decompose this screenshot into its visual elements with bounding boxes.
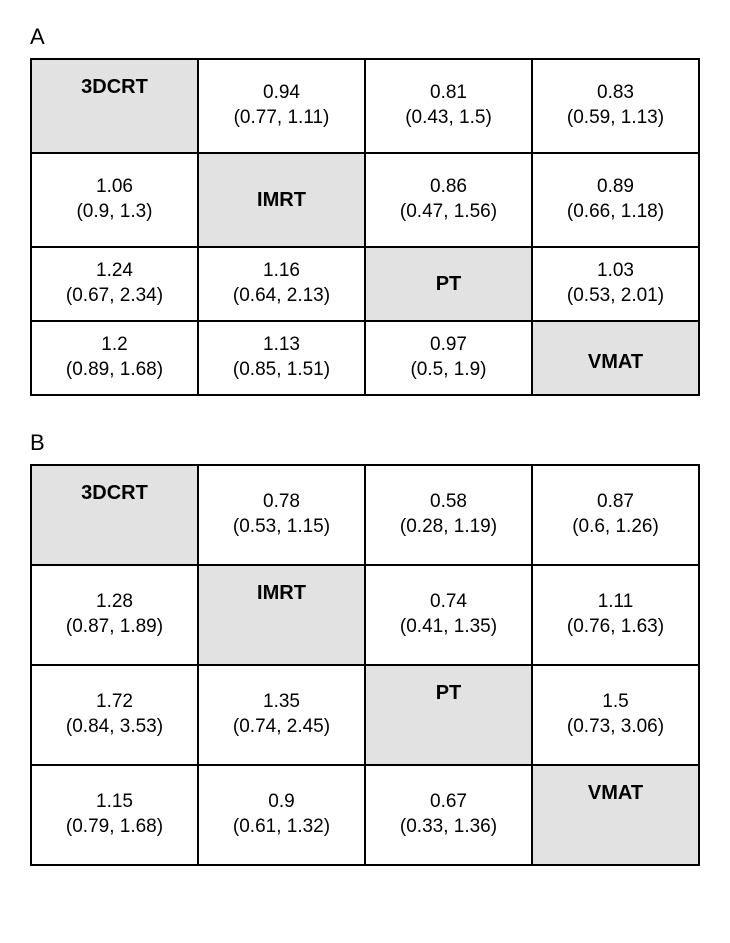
- value-cell: 0.94 (0.77, 1.11): [198, 59, 365, 153]
- value-cell: 0.74 (0.41, 1.35): [365, 565, 532, 665]
- confidence-interval: (0.6, 1.26): [537, 515, 694, 540]
- table-row: 1.15 (0.79, 1.68) 0.9 (0.61, 1.32) 0.67 …: [31, 765, 699, 865]
- estimate: 1.11: [537, 590, 694, 615]
- estimate: 0.86: [370, 175, 527, 200]
- confidence-interval: (0.74, 2.45): [203, 715, 360, 740]
- confidence-interval: (0.84, 3.53): [36, 715, 193, 740]
- panel-spacer: [30, 396, 700, 426]
- value-cell: 1.03 (0.53, 2.01): [532, 247, 699, 321]
- confidence-interval: (0.41, 1.35): [370, 615, 527, 640]
- confidence-interval: (0.64, 2.13): [203, 284, 360, 309]
- table-row: 1.06 (0.9, 1.3) IMRT 0.86 (0.47, 1.56) 0…: [31, 153, 699, 247]
- confidence-interval: (0.5, 1.9): [370, 358, 527, 383]
- estimate: 0.89: [537, 175, 694, 200]
- diagonal-cell-pt: PT: [365, 665, 532, 765]
- value-cell: 1.24 (0.67, 2.34): [31, 247, 198, 321]
- confidence-interval: (0.47, 1.56): [370, 200, 527, 225]
- estimate: 0.87: [537, 490, 694, 515]
- value-cell: 1.15 (0.79, 1.68): [31, 765, 198, 865]
- estimate: 1.06: [36, 175, 193, 200]
- estimate: 0.81: [370, 81, 527, 106]
- confidence-interval: (0.33, 1.36): [370, 815, 527, 840]
- value-cell: 1.2 (0.89, 1.68): [31, 321, 198, 395]
- value-cell: 0.78 (0.53, 1.15): [198, 465, 365, 565]
- panel-a-label: A: [30, 24, 700, 50]
- estimate: 1.13: [203, 333, 360, 358]
- diagonal-cell-imrt: IMRT: [198, 153, 365, 247]
- confidence-interval: (0.53, 2.01): [537, 284, 694, 309]
- value-cell: 0.87 (0.6, 1.26): [532, 465, 699, 565]
- estimate: 1.03: [537, 259, 694, 284]
- confidence-interval: (0.61, 1.32): [203, 815, 360, 840]
- confidence-interval: (0.77, 1.11): [203, 106, 360, 131]
- confidence-interval: (0.67, 2.34): [36, 284, 193, 309]
- confidence-interval: (0.59, 1.13): [537, 106, 694, 131]
- estimate: 1.72: [36, 690, 193, 715]
- confidence-interval: (0.9, 1.3): [36, 200, 193, 225]
- value-cell: 1.06 (0.9, 1.3): [31, 153, 198, 247]
- estimate: 0.9: [203, 790, 360, 815]
- table-row: 1.24 (0.67, 2.34) 1.16 (0.64, 2.13) PT 1…: [31, 247, 699, 321]
- value-cell: 1.28 (0.87, 1.89): [31, 565, 198, 665]
- estimate: 0.74: [370, 590, 527, 615]
- value-cell: 1.16 (0.64, 2.13): [198, 247, 365, 321]
- value-cell: 0.9 (0.61, 1.32): [198, 765, 365, 865]
- diagonal-cell-vmat: VMAT: [532, 321, 699, 395]
- value-cell: 1.72 (0.84, 3.53): [31, 665, 198, 765]
- value-cell: 0.86 (0.47, 1.56): [365, 153, 532, 247]
- value-cell: 1.5 (0.73, 3.06): [532, 665, 699, 765]
- diagonal-cell-3dcrt: 3DCRT: [31, 59, 198, 153]
- comparison-table-a: 3DCRT 0.94 (0.77, 1.11) 0.81 (0.43, 1.5)…: [30, 58, 700, 396]
- confidence-interval: (0.73, 3.06): [537, 715, 694, 740]
- confidence-interval: (0.89, 1.68): [36, 358, 193, 383]
- estimate: 1.35: [203, 690, 360, 715]
- estimate: 0.97: [370, 333, 527, 358]
- table-row: 3DCRT 0.94 (0.77, 1.11) 0.81 (0.43, 1.5)…: [31, 59, 699, 153]
- confidence-interval: (0.53, 1.15): [203, 515, 360, 540]
- confidence-interval: (0.76, 1.63): [537, 615, 694, 640]
- estimate: 1.24: [36, 259, 193, 284]
- value-cell: 0.58 (0.28, 1.19): [365, 465, 532, 565]
- value-cell: 1.35 (0.74, 2.45): [198, 665, 365, 765]
- table-row: 1.28 (0.87, 1.89) IMRT 0.74 (0.41, 1.35)…: [31, 565, 699, 665]
- value-cell: 0.83 (0.59, 1.13): [532, 59, 699, 153]
- estimate: 0.94: [203, 81, 360, 106]
- estimate: 1.16: [203, 259, 360, 284]
- diagonal-cell-pt: PT: [365, 247, 532, 321]
- confidence-interval: (0.28, 1.19): [370, 515, 527, 540]
- confidence-interval: (0.87, 1.89): [36, 615, 193, 640]
- estimate: 1.15: [36, 790, 193, 815]
- value-cell: 0.67 (0.33, 1.36): [365, 765, 532, 865]
- confidence-interval: (0.85, 1.51): [203, 358, 360, 383]
- estimate: 1.28: [36, 590, 193, 615]
- value-cell: 0.89 (0.66, 1.18): [532, 153, 699, 247]
- confidence-interval: (0.43, 1.5): [370, 106, 527, 131]
- estimate: 0.58: [370, 490, 527, 515]
- value-cell: 1.13 (0.85, 1.51): [198, 321, 365, 395]
- estimate: 1.2: [36, 333, 193, 358]
- confidence-interval: (0.66, 1.18): [537, 200, 694, 225]
- table-row: 3DCRT 0.78 (0.53, 1.15) 0.58 (0.28, 1.19…: [31, 465, 699, 565]
- estimate: 1.5: [537, 690, 694, 715]
- diagonal-cell-vmat: VMAT: [532, 765, 699, 865]
- panel-b-label: B: [30, 430, 700, 456]
- confidence-interval: (0.79, 1.68): [36, 815, 193, 840]
- estimate: 0.83: [537, 81, 694, 106]
- diagonal-cell-imrt: IMRT: [198, 565, 365, 665]
- value-cell: 1.11 (0.76, 1.63): [532, 565, 699, 665]
- value-cell: 0.97 (0.5, 1.9): [365, 321, 532, 395]
- value-cell: 0.81 (0.43, 1.5): [365, 59, 532, 153]
- table-row: 1.72 (0.84, 3.53) 1.35 (0.74, 2.45) PT 1…: [31, 665, 699, 765]
- table-row: 1.2 (0.89, 1.68) 1.13 (0.85, 1.51) 0.97 …: [31, 321, 699, 395]
- comparison-table-b: 3DCRT 0.78 (0.53, 1.15) 0.58 (0.28, 1.19…: [30, 464, 700, 866]
- diagonal-cell-3dcrt: 3DCRT: [31, 465, 198, 565]
- estimate: 0.67: [370, 790, 527, 815]
- estimate: 0.78: [203, 490, 360, 515]
